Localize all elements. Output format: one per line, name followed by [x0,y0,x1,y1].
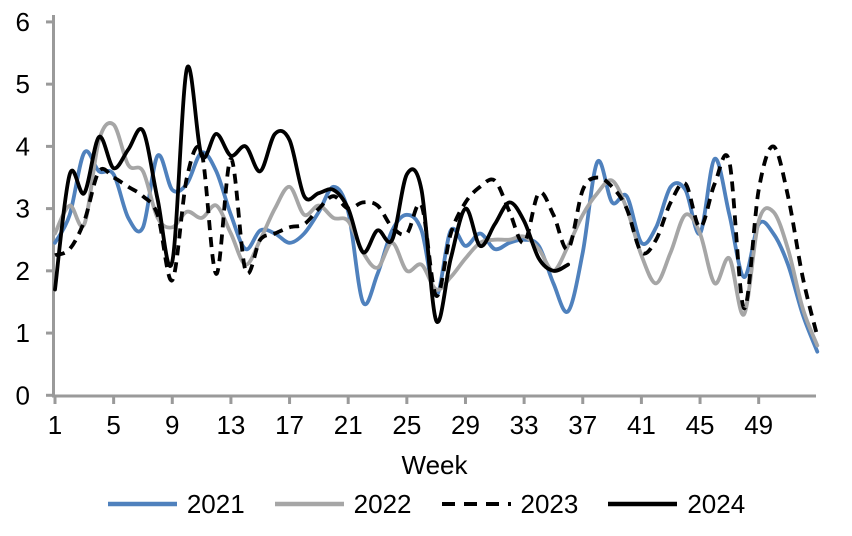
x-tick-label: 25 [392,410,421,440]
x-axis-tick-labels: 1 5 9 13 17 21 25 29 33 37 41 45 49 [48,410,773,440]
legend-swatch-2022 [274,501,344,507]
y-tick-label: 6 [16,7,30,37]
chart-legend: 2021 2022 2023 2024 [0,491,852,517]
x-axis-title: Week [401,450,468,480]
series-line-2023 [54,144,820,337]
legend-label-2021: 2021 [186,489,245,519]
legend-swatch-2023 [441,502,511,506]
legend-label-2023: 2023 [520,489,579,519]
x-tick-label: 5 [106,410,120,440]
x-tick-label: 1 [48,410,62,440]
x-tick-label: 33 [510,410,539,440]
x-tick-label: 29 [451,410,480,440]
legend-item-2022: 2022 [274,491,412,517]
y-tick-label: 5 [16,69,30,99]
x-tick-label: 37 [568,410,597,440]
x-tick-label: 9 [165,410,179,440]
axes [46,15,816,404]
legend-swatch-2024 [608,501,678,507]
legend-label-2024: 2024 [687,489,746,519]
x-tick-label: 21 [334,410,363,440]
x-tick-label: 17 [275,410,304,440]
legend-item-2024: 2024 [607,491,745,517]
series-line-2024 [53,64,570,325]
y-tick-label: 3 [16,194,30,224]
legend-item-2023: 2023 [441,489,579,519]
legend-item-2021: 2021 [107,491,245,517]
x-tick-label: 13 [216,410,245,440]
x-tick-label: 41 [627,410,656,440]
y-tick-label: 2 [16,256,30,286]
series-lines [53,64,820,354]
y-tick-label: 0 [16,380,30,410]
legend-label-2022: 2022 [353,489,412,519]
y-axis-tick-labels: 0 1 2 3 4 5 6 [16,7,30,410]
x-tick-label: 49 [744,410,773,440]
y-tick-label: 1 [16,318,30,348]
y-tick-label: 4 [16,131,30,161]
x-tick-label: 45 [686,410,715,440]
legend-swatch-2021 [107,501,177,507]
